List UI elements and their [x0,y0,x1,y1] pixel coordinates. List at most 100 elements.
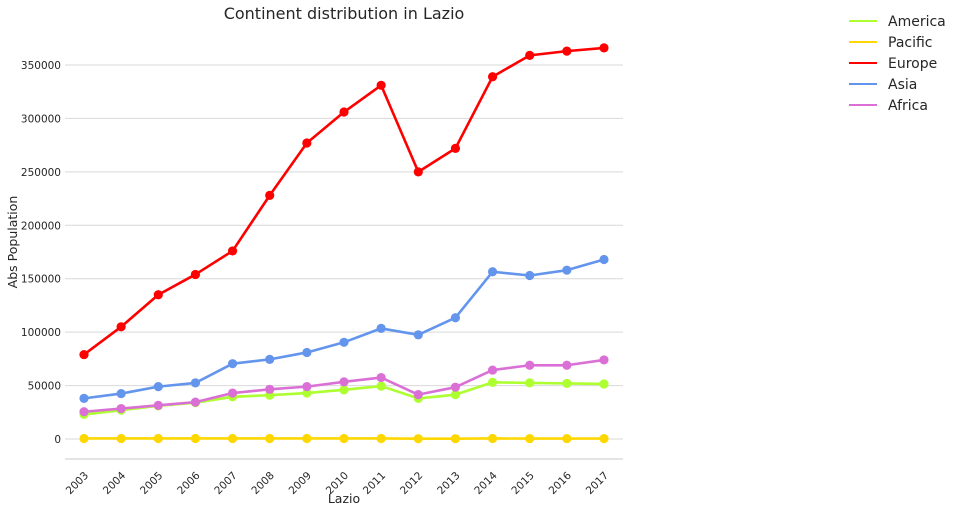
data-point [525,270,535,281]
y-tick-label: 0 [54,434,61,446]
y-axis-label: Abs Population [5,196,20,289]
data-point [227,246,238,256]
y-tick-label: 50000 [28,381,61,393]
legend-label: Asia [888,77,917,93]
data-point [562,360,572,370]
data-point [190,269,201,280]
x-tick-label: 2014 [472,469,500,497]
y-tick-label: 100000 [21,327,61,339]
data-point [265,190,275,200]
series-line [83,46,605,356]
data-point [376,80,386,90]
data-point [339,377,349,387]
data-point [525,433,535,444]
data-point [599,433,609,444]
data-point [525,360,535,370]
data-point [487,267,498,277]
data-point [376,372,386,383]
data-point [116,322,126,332]
data-point [339,337,349,347]
data-point [190,378,201,388]
data-point [562,433,572,444]
x-tick-label: 2006 [175,469,203,497]
data-point [487,365,498,375]
data-point [599,43,609,53]
x-tick-label: 2015 [509,470,536,497]
y-tick-label: 300000 [21,113,61,125]
data-point [487,72,498,82]
data-point [376,323,386,334]
data-point [562,265,572,275]
data-point [413,167,423,177]
data-point [153,290,163,300]
data-point [302,433,312,444]
data-point [450,434,461,444]
data-point [302,382,312,392]
x-tick-label: 2003 [64,470,91,497]
data-point [79,407,89,417]
data-point [525,378,535,388]
data-point [487,377,498,387]
data-point [302,138,312,148]
data-point [413,434,423,444]
data-point [190,397,201,407]
data-point [413,390,423,400]
data-point [339,107,349,117]
legend: America Pacific Europe Asia Africa [849,14,946,114]
data-point [227,388,238,398]
data-point [265,384,275,394]
data-point [265,433,275,444]
series-africa [79,355,609,417]
x-tick-label: 2004 [101,469,129,497]
series-asia [79,254,609,403]
data-point [599,254,609,265]
data-point [339,433,349,444]
data-point [599,379,609,389]
data-point [79,393,89,403]
data-point [116,388,126,399]
y-tick-label: 200000 [21,220,61,232]
x-axis-label: Lazio [328,491,360,506]
x-tick-label: 2007 [212,470,239,497]
legend-label: Africa [888,98,928,114]
x-tick-label: 2009 [287,470,314,497]
data-point [79,349,89,360]
x-tick-label: 2012 [398,470,425,497]
series-europe [79,43,609,360]
data-point [376,433,386,444]
data-point [562,378,572,389]
series-lines [79,43,609,444]
data-point [525,50,535,60]
data-point [79,433,89,444]
x-tick-label: 2005 [138,470,165,497]
x-tick-label: 2016 [547,469,575,497]
data-point [450,382,461,392]
data-point [599,355,609,365]
legend-label: Pacific [888,35,933,51]
chart-title: Continent distribution in Lazio [224,4,465,23]
data-point [450,313,461,323]
data-point [153,433,163,444]
data-point [302,388,312,398]
y-tick-label: 250000 [21,167,61,179]
data-point [190,433,201,444]
series-pacific [79,433,609,444]
x-tick-label: 2008 [249,470,276,497]
data-point [487,433,498,444]
x-tick-label: 2013 [435,470,462,497]
data-point [116,403,126,414]
legend-label: America [888,14,946,30]
legend-label: Europe [888,56,937,72]
data-point [227,433,238,444]
data-point [413,330,423,340]
y-tick-label: 150000 [21,274,61,286]
data-point [153,382,163,392]
data-point [376,381,386,391]
data-point [562,46,572,56]
data-point [265,354,275,364]
data-point [153,400,163,410]
data-point [227,359,238,369]
data-point [116,433,126,444]
data-point [302,347,312,358]
